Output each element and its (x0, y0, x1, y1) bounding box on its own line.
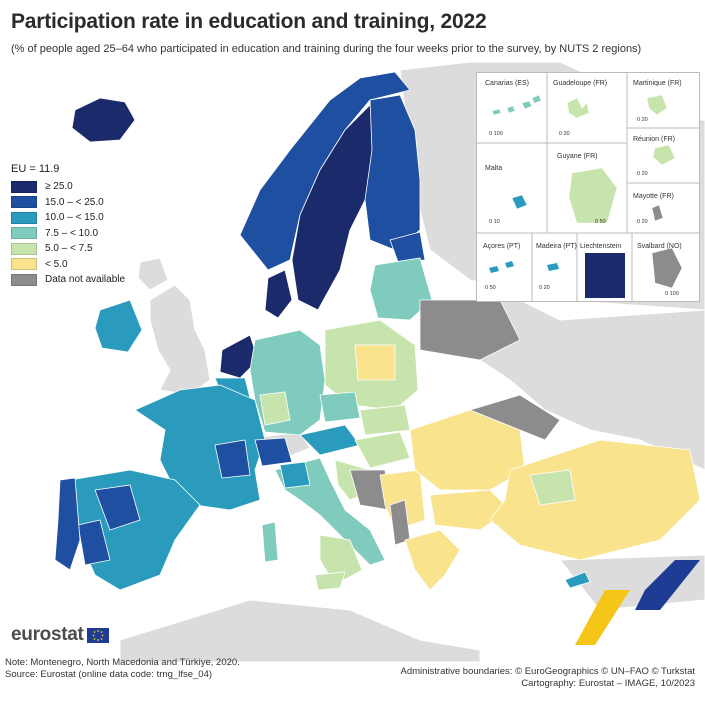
inset-label-reunion: Réunion (FR) (633, 136, 676, 143)
legend-label: 5.0 – < 7.5 (45, 243, 93, 255)
eu-flag-icon (86, 627, 109, 643)
legend-swatch (11, 273, 37, 286)
scale-acores: 0 50 (485, 285, 496, 291)
legend-label: Data not available (45, 274, 126, 286)
inset-label-canarias: Canarias (ES) (485, 80, 529, 87)
legend-swatch (11, 227, 37, 240)
legend-item: Data not available (11, 272, 125, 288)
decorative-stripes (575, 560, 700, 645)
legend-label: 15.0 – < 25.0 (45, 196, 104, 208)
region-greece (404, 529, 461, 591)
legend-swatch (11, 211, 37, 224)
scale-canarias: 0 100 (489, 131, 503, 137)
legend-item: 10.0 – < 15.0 (11, 210, 125, 226)
legend-swatch (11, 242, 37, 255)
region-czechia (319, 391, 361, 423)
legend-item: < 5.0 (11, 257, 125, 273)
scale-svalbard: 0 100 (665, 291, 679, 297)
legend-label: 10.0 – < 15.0 (45, 212, 104, 224)
credits-boundaries: Administrative boundaries: © EuroGeograp… (400, 666, 695, 677)
legend-item: 5.0 – < 7.5 (11, 241, 125, 257)
legend-label: 7.5 – < 10.0 (45, 227, 99, 239)
inset-label-mayotte: Mayotte (FR) (633, 193, 674, 200)
inset-label-martinique: Martinique (FR) (633, 80, 682, 87)
region-sweden (291, 104, 381, 311)
legend-label: ≥ 25.0 (45, 181, 73, 193)
region-austria (299, 424, 361, 456)
inset-label-madeira: Madeira (PT) (536, 243, 577, 250)
region-cyprus (564, 571, 591, 589)
legend-item: 7.5 – < 10.0 (11, 226, 125, 242)
scale-martinique: 0 20 (637, 117, 648, 123)
region-turkey (489, 439, 701, 561)
inset-label-guadeloupe: Guadeloupe (FR) (553, 80, 608, 87)
legend-swatch (11, 180, 37, 193)
legend-item: 15.0 – < 25.0 (11, 195, 125, 211)
inset-label-guyane: Guyane (FR) (557, 153, 598, 160)
inset-label-liechtenstein: Liechtenstein (580, 243, 622, 250)
scale-guyane: 0 50 (595, 219, 606, 225)
legend-eu-value: EU = 11.9 (11, 163, 60, 175)
eurostat-logo: eurostat (11, 624, 109, 646)
region-france (134, 384, 266, 511)
note-line: Note: Montenegro, North Macedonia and Tü… (5, 657, 240, 668)
map-title: Participation rate in education and trai… (11, 10, 487, 33)
region-ireland (94, 299, 143, 353)
map-subtitle: (% of people aged 25–64 who participated… (11, 43, 642, 55)
inset-label-svalbard: Svalbard (NO) (637, 243, 682, 250)
inset-label-malta: Malta (485, 165, 503, 172)
inset-shapes (477, 73, 699, 301)
legend-swatch (11, 196, 37, 209)
legend: EU = 11.9 ≥ 25.0 15.0 – < 25.0 10.0 – < … (11, 163, 125, 288)
region-portugal (54, 477, 81, 571)
region-sicily (314, 571, 346, 591)
region-iceland (71, 97, 136, 143)
region-baltics (369, 257, 433, 321)
region-norway (239, 71, 411, 271)
legend-label: < 5.0 (45, 258, 68, 270)
scale-mayotte: 0 20 (637, 219, 648, 225)
scale-malta: 0 10 (489, 219, 500, 225)
region-netherlands (219, 334, 259, 379)
scale-madeira: 0 20 (539, 285, 550, 291)
inset-panel: Canarias (ES) Guadeloupe (FR) Martinique… (476, 72, 700, 302)
source-line: Source: Eurostat (online data code: trng… (5, 669, 213, 680)
region-denmark (264, 269, 293, 319)
legend-item: ≥ 25.0 (11, 179, 125, 195)
scale-reunion: 0 20 (637, 171, 648, 177)
logo-text: eurostat (11, 624, 84, 645)
region-sardinia (261, 521, 279, 563)
inset-label-acores: Açores (PT) (483, 243, 521, 250)
credits: Administrative boundaries: © EuroGeograp… (400, 666, 695, 690)
scale-guadeloupe: 0 20 (559, 131, 570, 137)
source-note: Note: Montenegro, North Macedonia and Tü… (5, 657, 240, 681)
legend-swatch (11, 258, 37, 271)
credits-cartography: Cartography: Eurostat – IMAGE, 10/2023 (521, 678, 695, 689)
